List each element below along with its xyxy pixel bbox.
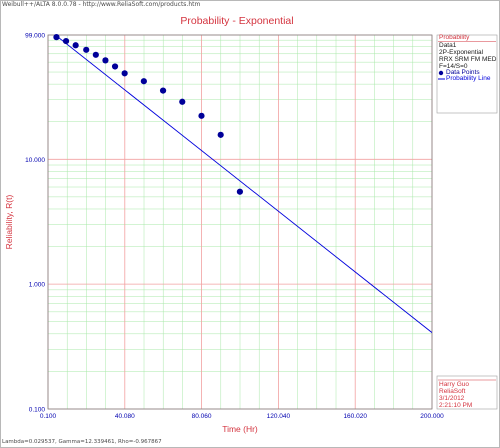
data-point [140, 78, 147, 85]
window-title: Weibull++/ALTA 8.0.0.78 - http://www.Rel… [2, 1, 201, 8]
data-point [198, 112, 205, 119]
data-point [53, 34, 60, 41]
x-tick-label: 120.040 [267, 413, 291, 420]
x-tick-label: 0.100 [40, 413, 57, 420]
plot-border [47, 34, 433, 410]
x-tick-label: 40.080 [115, 413, 135, 420]
legend-item-probability-line: Probability Line [446, 75, 491, 82]
data-point [111, 63, 119, 70]
data-point [179, 98, 186, 105]
data-point [121, 70, 128, 77]
data-point [102, 57, 109, 64]
y-tick-label: 10.000 [25, 157, 45, 164]
series-layer [53, 34, 432, 333]
x-tick-label: 80.060 [192, 413, 212, 420]
data-point [62, 37, 70, 45]
y-tick-labels: 99.000 10.000 1.000 0.100 [25, 33, 45, 414]
x-axis-label: Time (Hr) [222, 424, 258, 434]
data-point [159, 87, 167, 94]
legend-line-1: Data1 [439, 42, 457, 49]
data-point [92, 51, 99, 58]
y-axis-label: Reliability, R(t) [4, 195, 14, 250]
legend-title: Probability [439, 34, 470, 41]
y-tick-label: 0.100 [29, 407, 46, 414]
legend-item-data-points: Data Points [446, 69, 480, 76]
y-tick-label: 99.000 [25, 33, 45, 40]
side-panel-legend [436, 34, 498, 114]
probability-line [54, 35, 432, 333]
x-tick-label: 200.000 [420, 413, 444, 420]
x-tick-label: 160.020 [343, 413, 367, 420]
chart-title: Probability - Exponential [180, 15, 293, 27]
data-point [72, 42, 79, 49]
data-point [217, 131, 224, 138]
stamp-line-2: ReliaSoft [439, 388, 466, 395]
data-point [83, 46, 90, 53]
stamp-line-4: 2:21:10 PM [439, 402, 473, 409]
legend-line-4: F=14/S=0 [439, 63, 468, 70]
side-panel-stamp [436, 375, 498, 410]
data-point [236, 188, 244, 195]
x-tick-labels: 0.100 40.080 80.060 120.040 160.020 200.000 [40, 413, 444, 420]
legend-line-2: 2P-Exponential [439, 49, 484, 56]
stamp-line-3: 3/1/2012 [439, 395, 465, 402]
legend-line-3: RRX SRM FM MED [439, 56, 497, 63]
legend-marker-data-points [438, 70, 444, 76]
y-tick-label: 1.000 [29, 282, 46, 289]
stamp-line-1: Harry Guo [439, 381, 469, 388]
minor-grid [48, 35, 432, 409]
status-bar: Lambda=0.029537, Gamma=12.339461, Rho=-0… [2, 439, 162, 445]
